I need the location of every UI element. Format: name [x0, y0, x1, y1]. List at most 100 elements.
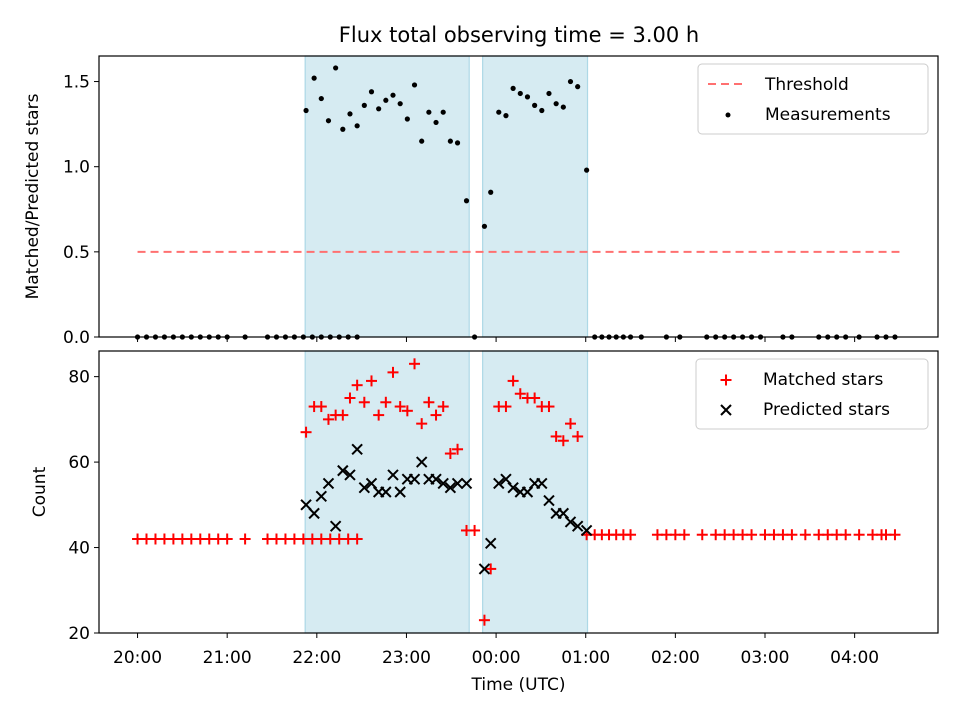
measurement-point: [539, 107, 545, 114]
matched-point: [387, 366, 399, 378]
bottom-plot-frame: [98, 350, 939, 634]
matched-point: [337, 409, 349, 421]
matched-point: [344, 392, 356, 404]
predicted-point: [543, 494, 555, 507]
matched-point: [416, 418, 428, 430]
measurement-point: [560, 104, 566, 110]
matched-point: [550, 430, 562, 442]
bottom-y-axis-label: Count: [30, 466, 50, 517]
y-tick-label: 20: [68, 624, 90, 644]
matched-point: [572, 430, 584, 442]
matched-point: [469, 524, 481, 536]
x-tick-label: 22:00: [292, 648, 341, 668]
observing-span-2: [482, 55, 589, 338]
measurement-point: [575, 84, 581, 90]
matched-point: [373, 409, 385, 421]
matched-point: [543, 401, 555, 413]
top-y-ticks: 0.0 0.5 1.0 1.5: [63, 73, 99, 348]
measurement-point: [361, 102, 367, 108]
predicted-point: [315, 490, 328, 502]
matched-point: [409, 358, 421, 370]
predicted-point: [536, 477, 548, 490]
predicted-point: [478, 563, 491, 575]
measurement-point: [496, 109, 502, 115]
predicted-point: [308, 507, 320, 520]
matched-point: [500, 401, 512, 413]
matched-point: [507, 375, 519, 387]
matched-legend-label: Matched stars: [763, 370, 883, 390]
x-tick-label: 21:00: [203, 648, 252, 668]
measurement-point: [546, 90, 552, 97]
matched-point: [401, 405, 413, 417]
measurement-point: [524, 94, 531, 100]
y-tick-label: 40: [68, 539, 90, 559]
measurement-point: [481, 223, 488, 229]
predicted-point: [394, 486, 406, 498]
predicted-point: [415, 456, 428, 468]
observing-span-1: [304, 55, 470, 338]
measurement-point: [347, 111, 353, 117]
predicted-point: [444, 482, 457, 494]
predicted-points: [300, 443, 593, 575]
matched-point: [394, 401, 406, 413]
y-tick-label: 80: [68, 368, 90, 388]
measurement-point: [311, 75, 317, 81]
predicted-point: [493, 477, 505, 490]
matched-point: [678, 529, 690, 541]
measurement-point: [368, 89, 375, 95]
measurement-point: [376, 106, 382, 112]
matched-point: [430, 409, 442, 421]
matched-point: [365, 375, 377, 387]
predicted-legend-swatch: [720, 404, 732, 416]
predicted-point: [387, 469, 399, 481]
matched-point: [423, 396, 435, 408]
measurement-point: [433, 119, 439, 126]
x-tick-label: 00:00: [472, 648, 521, 668]
predicted-point: [430, 473, 442, 485]
predicted-point: [571, 520, 584, 532]
measurement-point: [553, 101, 559, 107]
measurement-point: [532, 102, 538, 108]
matched-point: [529, 392, 541, 404]
top-legend-box: [697, 63, 929, 135]
matched-point: [300, 426, 312, 438]
predicted-point: [437, 477, 449, 490]
matched-point: [485, 563, 497, 575]
predicted-point: [358, 482, 371, 494]
measurement-point: [303, 107, 309, 114]
x-axis-label: Time (UTC): [471, 675, 566, 695]
x-tick-label: 04:00: [830, 648, 879, 668]
measurement-point: [340, 126, 346, 132]
predicted-point: [344, 469, 356, 481]
threshold-legend-label: Threshold: [764, 75, 849, 95]
predicted-point: [460, 477, 473, 490]
measurement-point: [510, 85, 516, 91]
measurement-point: [419, 138, 425, 144]
matched-point: [625, 529, 637, 541]
measurement-point: [411, 82, 418, 88]
measurement-point: [390, 92, 396, 98]
predicted-point: [408, 473, 421, 485]
bottom-y-ticks: 20 40 60 80: [68, 368, 99, 644]
matched-legend-marker: [720, 374, 732, 386]
matched-point: [437, 401, 449, 413]
measurement-point: [517, 90, 523, 97]
predicted-point: [337, 464, 349, 477]
measurement-point: [318, 95, 324, 102]
measurement-point: [440, 109, 446, 115]
measurement-point: [567, 78, 574, 85]
x-tick-label: 23:00: [382, 648, 431, 668]
matched-point: [564, 418, 576, 430]
measurement-point: [584, 167, 590, 173]
measurement-point: [454, 140, 461, 146]
bottom-panel: 20 40 60 80 20:00 21:00 22:00 23:00 00:00 01:00 0…: [30, 350, 939, 695]
measurements-legend-label: Measurements: [765, 105, 891, 125]
matched-points: [132, 358, 901, 626]
measurements-legend-swatch: [725, 112, 731, 118]
predicted-point: [380, 486, 392, 498]
matched-point: [557, 435, 569, 447]
predicted-point: [580, 524, 593, 537]
matched-legend-swatch: [720, 374, 732, 386]
predicted-legend-marker: [720, 404, 732, 416]
